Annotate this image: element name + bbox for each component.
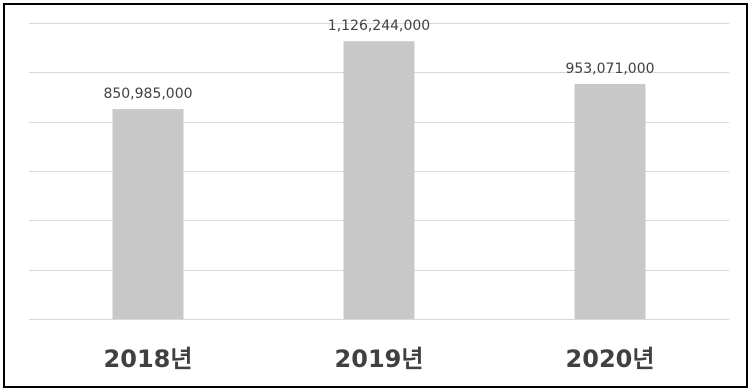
category-labels: 2018년 2019년 2020년 <box>104 345 655 373</box>
category-label-2019년: 2019년 <box>335 345 424 373</box>
data-label-2018년: 850,985,000 <box>103 86 192 102</box>
bars <box>112 41 646 320</box>
bar-2019년 <box>343 41 415 319</box>
category-label-2018년: 2018년 <box>104 345 193 373</box>
bar-2020년 <box>574 83 646 320</box>
bar-chart: 850,985,000 1,126,244,000 953,071,000 2018… <box>29 18 729 373</box>
category-label-2020년: 2020년 <box>566 345 655 373</box>
chart-frame: 850,985,000 1,126,244,000 953,071,000 2018… <box>3 3 748 388</box>
bar-2018년 <box>112 109 184 320</box>
data-label-2019년: 1,126,244,000 <box>328 18 430 34</box>
data-labels: 850,985,000 1,126,244,000 953,071,000 <box>103 18 654 102</box>
data-label-2020년: 953,071,000 <box>565 61 654 77</box>
